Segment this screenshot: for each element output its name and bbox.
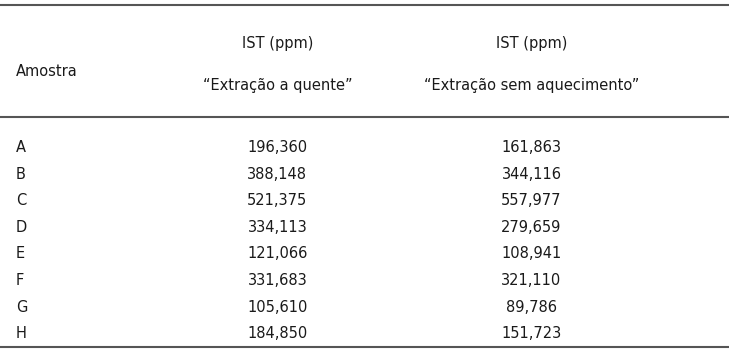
Text: H: H xyxy=(16,326,27,341)
Text: 334,113: 334,113 xyxy=(247,220,307,235)
Text: G: G xyxy=(16,300,27,315)
Text: 184,850: 184,850 xyxy=(247,326,308,341)
Text: 521,375: 521,375 xyxy=(247,193,308,208)
Text: 161,863: 161,863 xyxy=(502,140,561,155)
Text: C: C xyxy=(16,193,26,208)
Text: 388,148: 388,148 xyxy=(247,166,308,182)
Text: “Extração sem aquecimento”: “Extração sem aquecimento” xyxy=(424,78,639,93)
Text: 105,610: 105,610 xyxy=(247,300,308,315)
Text: 557,977: 557,977 xyxy=(502,193,562,208)
Text: B: B xyxy=(16,166,26,182)
Text: 196,360: 196,360 xyxy=(247,140,308,155)
Text: 279,659: 279,659 xyxy=(502,220,562,235)
Text: 151,723: 151,723 xyxy=(502,326,561,341)
Text: IST (ppm): IST (ppm) xyxy=(496,36,567,51)
Text: F: F xyxy=(16,273,24,288)
Text: E: E xyxy=(16,246,25,262)
Text: A: A xyxy=(16,140,26,155)
Text: 121,066: 121,066 xyxy=(247,246,308,262)
Text: D: D xyxy=(16,220,27,235)
Text: 108,941: 108,941 xyxy=(502,246,561,262)
Text: Amostra: Amostra xyxy=(16,64,78,79)
Text: “Extração a quente”: “Extração a quente” xyxy=(203,78,352,93)
Text: 89,786: 89,786 xyxy=(506,300,557,315)
Text: IST (ppm): IST (ppm) xyxy=(242,36,313,51)
Text: 321,110: 321,110 xyxy=(502,273,561,288)
Text: 344,116: 344,116 xyxy=(502,166,561,182)
Text: 331,683: 331,683 xyxy=(247,273,307,288)
